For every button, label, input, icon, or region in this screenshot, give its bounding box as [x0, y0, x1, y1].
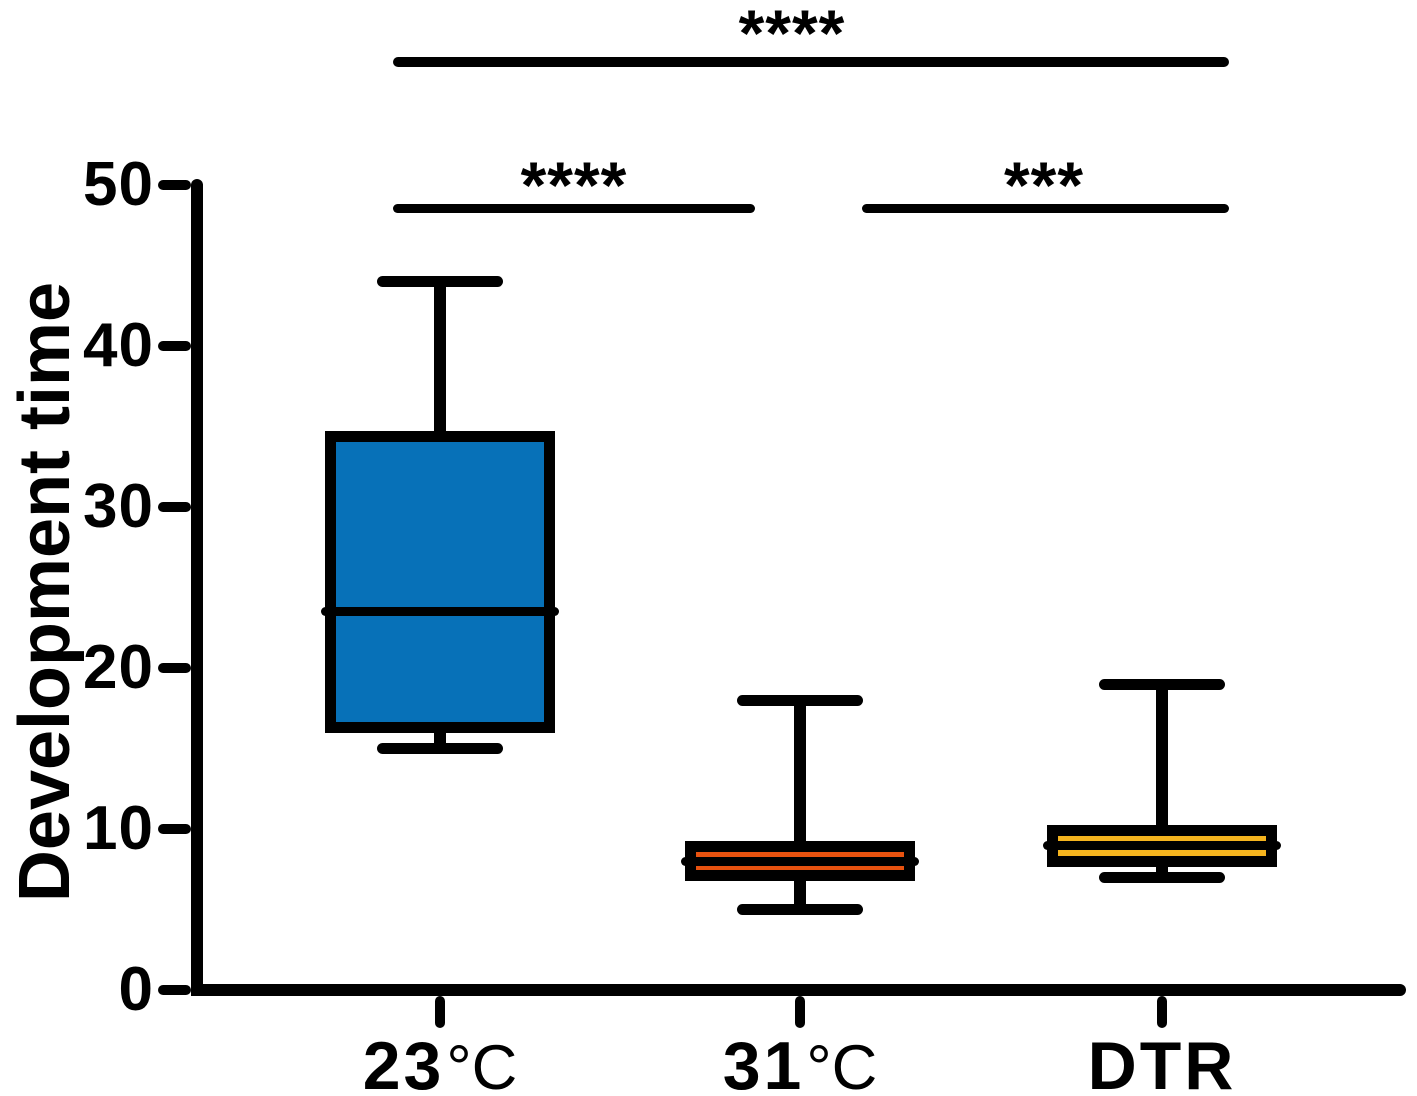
significance-label-3: *** — [1003, 148, 1085, 222]
y-tick-label: 30 — [83, 472, 154, 541]
x-tick-label: 23°C — [280, 1032, 600, 1096]
y-tick-label: 0 — [118, 955, 154, 1024]
box-dtr-median-line — [1043, 840, 1281, 850]
box-dtr-whisker-cap-lower — [1099, 871, 1225, 883]
x-label-value: 31 — [722, 1028, 805, 1096]
box-23c-median-line — [321, 607, 559, 617]
x-label-value: DTR — [1087, 1028, 1237, 1096]
significance-label-1: **** — [738, 0, 846, 70]
box-31c-whisker-cap-lower — [737, 904, 863, 915]
y-tick-label: 20 — [83, 633, 154, 702]
significance-bar-3 — [862, 203, 1229, 213]
x-tick-label: 31°C — [640, 1032, 960, 1096]
box-31c-whisker-upper — [794, 700, 806, 847]
y-tick — [158, 663, 191, 673]
celsius-unit: °C — [806, 1033, 878, 1096]
y-tick — [158, 180, 191, 190]
box-23c-body — [325, 430, 555, 734]
x-axis-line — [191, 984, 1406, 996]
celsius-unit: °C — [446, 1033, 518, 1096]
box-23c-whisker-cap-upper — [377, 276, 503, 288]
x-tick-label: DTR — [1002, 1032, 1322, 1096]
y-axis-line — [191, 179, 203, 996]
y-tick — [158, 985, 191, 995]
y-tick-label: 50 — [83, 150, 154, 219]
x-tick — [1157, 996, 1167, 1028]
significance-bar-2 — [393, 203, 755, 213]
box-dtr-whisker-cap-upper — [1099, 678, 1225, 690]
box-dtr-whisker-upper — [1156, 684, 1168, 831]
significance-label-2: **** — [520, 148, 628, 222]
y-tick-label: 40 — [83, 311, 154, 380]
box-23c-whisker-cap-lower — [377, 743, 503, 754]
x-tick — [795, 996, 805, 1028]
significance-bar-1 — [393, 57, 1229, 67]
y-tick — [158, 502, 191, 512]
box-31c-whisker-cap-upper — [737, 694, 863, 706]
box-31c-median-line — [681, 856, 919, 866]
box-31c-whisker-lower — [794, 875, 806, 910]
y-tick-label: 10 — [83, 794, 154, 863]
y-tick — [158, 824, 191, 834]
x-label-value: 23 — [362, 1028, 445, 1096]
y-tick — [158, 341, 191, 351]
box-23c-whisker-upper — [434, 281, 446, 437]
x-tick — [435, 996, 445, 1028]
